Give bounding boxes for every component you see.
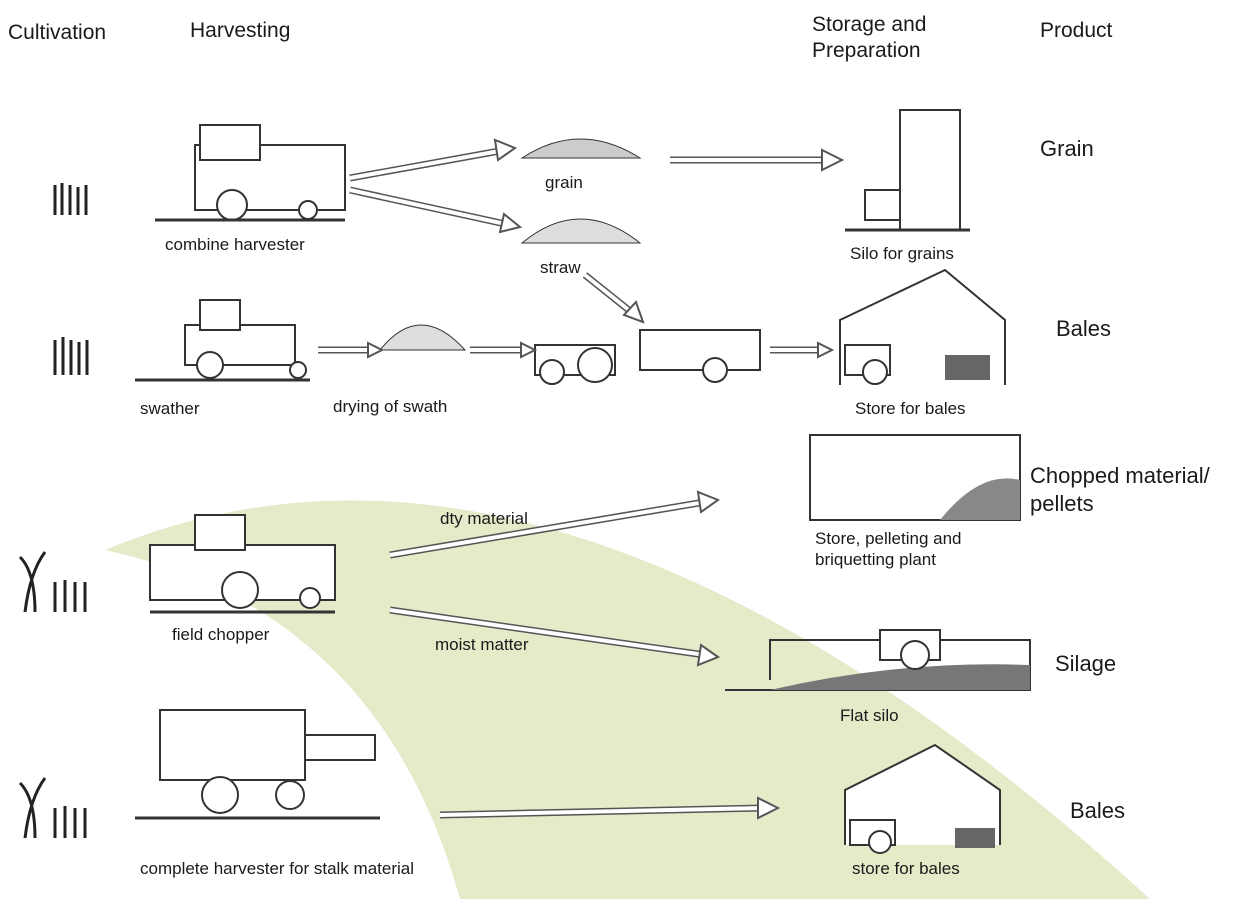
intermediate-label: drying of swath [333, 396, 447, 417]
grain-pile [522, 139, 640, 158]
storage-label: Silo for grains [850, 243, 954, 264]
product-label: Bales [1070, 797, 1125, 825]
harvester-label: complete harvester for stalk material [140, 858, 415, 879]
harvester-label: field chopper [172, 624, 269, 645]
header: Storage and Preparation [812, 12, 972, 65]
storage-label: Store, pelleting and briquetting plant [815, 528, 1010, 571]
storage-label: Flat silo [840, 705, 899, 726]
diagram: Cultivation Harvesting Storage and Prepa… [0, 0, 1258, 899]
header: Harvesting [190, 18, 290, 44]
header: Cultivation [8, 20, 106, 46]
product-label: Bales [1056, 315, 1111, 343]
product-label: Chopped material/ pellets [1030, 462, 1255, 517]
product-label: Silage [1055, 650, 1116, 678]
flow-label: dty material [440, 508, 528, 529]
intermediate-label: grain [545, 172, 583, 193]
crops [20, 183, 87, 838]
header: Product [1040, 18, 1112, 44]
intermediate-label: straw [540, 257, 581, 278]
storage-label: store for bales [852, 858, 960, 879]
harvester-label: combine harvester [165, 234, 305, 255]
product-label: Grain [1040, 135, 1094, 163]
swath-pile [380, 325, 465, 350]
storage-label: Store for bales [855, 398, 966, 419]
straw-pile [522, 219, 640, 243]
flow-label: moist matter [435, 634, 529, 655]
harvester-label: swather [140, 398, 200, 419]
